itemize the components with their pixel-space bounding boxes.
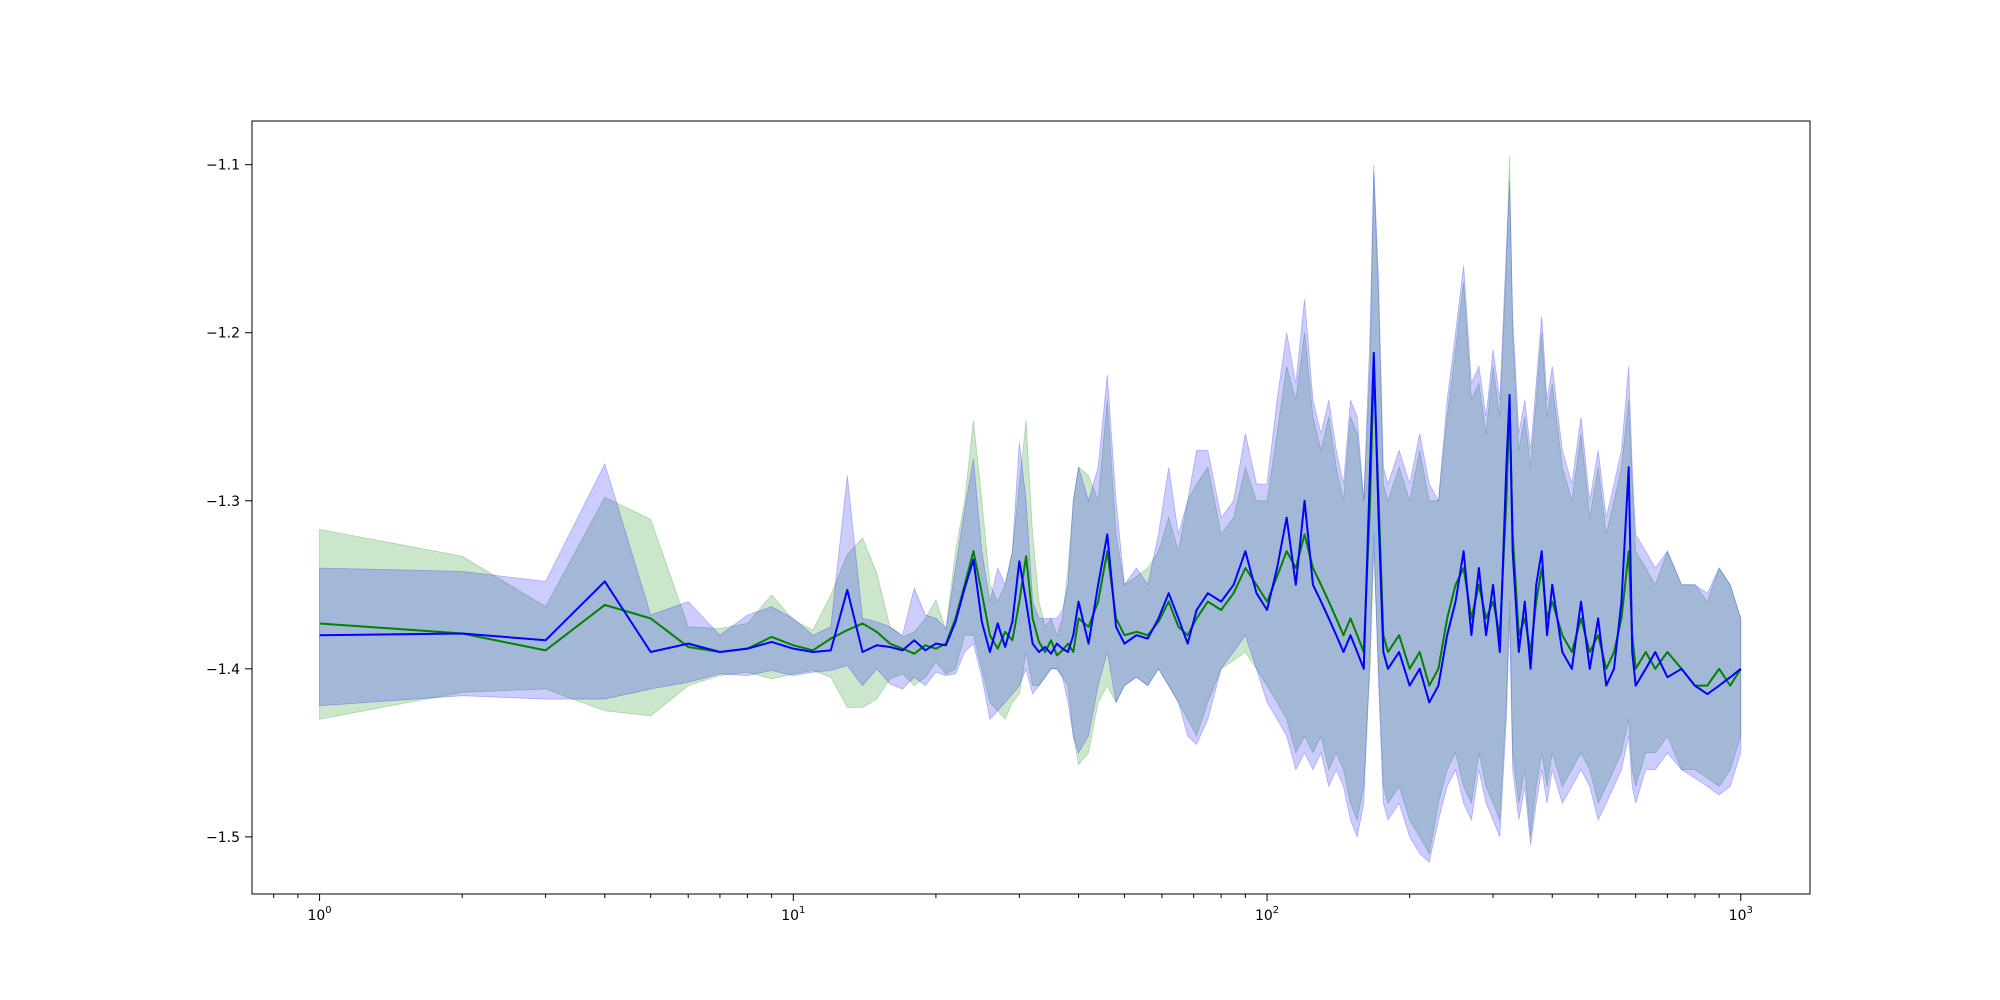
- y-tick-label: −1.3: [206, 494, 240, 510]
- plot-area: [319, 156, 1742, 863]
- y-tick-label: −1.2: [206, 326, 240, 342]
- series-line-2: [319, 351, 1742, 704]
- y-tick-label: −1.4: [206, 662, 240, 678]
- series-lines: [319, 351, 1742, 704]
- confidence-bands: [319, 156, 1742, 863]
- x-tick-label: 100: [307, 905, 331, 924]
- x-axis: 100 101 102 103: [273, 894, 1753, 924]
- x-tick-label: 103: [1729, 905, 1753, 924]
- y-tick-label: −1.5: [206, 830, 240, 846]
- axes-frame: [251, 120, 1811, 895]
- confidence-band-2: [319, 164, 1742, 863]
- confidence-band-1: [319, 156, 1742, 855]
- y-axis: −1.1 −1.2 −1.3 −1.4 −1.5: [206, 158, 252, 846]
- y-tick-label: −1.1: [206, 158, 240, 174]
- x-tick-label: 102: [1255, 905, 1279, 924]
- x-tick-label: 101: [781, 905, 805, 924]
